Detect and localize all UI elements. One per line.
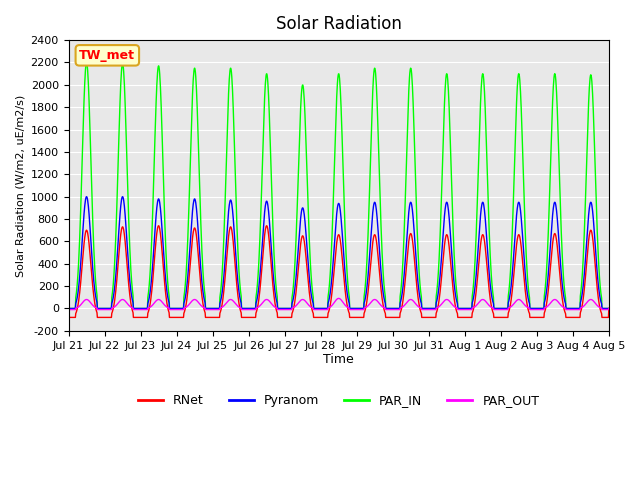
RNet [372, 238, 380, 243]
PAR_OUT [305, 302, 313, 308]
RNet [294, 267, 302, 273]
Pyranom [65, 306, 72, 312]
PAR_IN [129, 290, 136, 296]
Text: TW_met: TW_met [79, 49, 135, 62]
PAR_OUT [106, 307, 114, 312]
Pyranom [315, 306, 323, 312]
Line: PAR_OUT: PAR_OUT [68, 299, 609, 310]
PAR_IN [65, 306, 72, 312]
RNet [106, 314, 114, 320]
PAR_IN [107, 306, 115, 312]
Pyranom [129, 299, 136, 304]
PAR_OUT [129, 305, 136, 311]
PAR_OUT [315, 307, 323, 312]
PAR_OUT [335, 296, 342, 301]
PAR_OUT [65, 307, 72, 312]
Line: PAR_IN: PAR_IN [68, 62, 609, 309]
Y-axis label: Solar Radiation (W/m2, uE/m2/s): Solar Radiation (W/m2, uE/m2/s) [15, 95, 25, 276]
RNet [605, 306, 612, 312]
Pyranom [305, 275, 313, 280]
Pyranom [83, 194, 90, 200]
X-axis label: Time: Time [323, 353, 354, 366]
RNet [129, 308, 136, 313]
PAR_OUT [372, 297, 380, 303]
PAR_IN [315, 306, 323, 312]
Pyranom [294, 248, 302, 253]
RNet [155, 223, 163, 228]
PAR_IN [83, 60, 90, 65]
RNet [315, 314, 323, 320]
RNet [305, 289, 313, 295]
PAR_OUT [605, 306, 612, 312]
Pyranom [372, 207, 380, 213]
Line: RNet: RNet [68, 226, 609, 317]
Pyranom [107, 306, 115, 312]
Line: Pyranom: Pyranom [68, 197, 609, 309]
PAR_IN [372, 82, 380, 88]
PAR_IN [605, 306, 612, 312]
Title: Solar Radiation: Solar Radiation [276, 15, 402, 33]
Pyranom [605, 306, 612, 312]
PAR_OUT [294, 301, 301, 307]
Legend: RNet, Pyranom, PAR_IN, PAR_OUT: RNet, Pyranom, PAR_IN, PAR_OUT [133, 389, 545, 412]
RNet [65, 314, 72, 320]
PAR_IN [294, 177, 302, 182]
PAR_IN [305, 237, 313, 243]
